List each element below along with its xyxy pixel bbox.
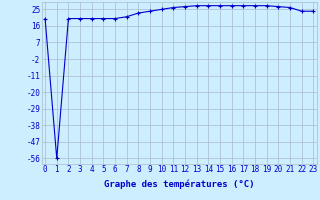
X-axis label: Graphe des températures (°C): Graphe des températures (°C) bbox=[104, 180, 254, 189]
